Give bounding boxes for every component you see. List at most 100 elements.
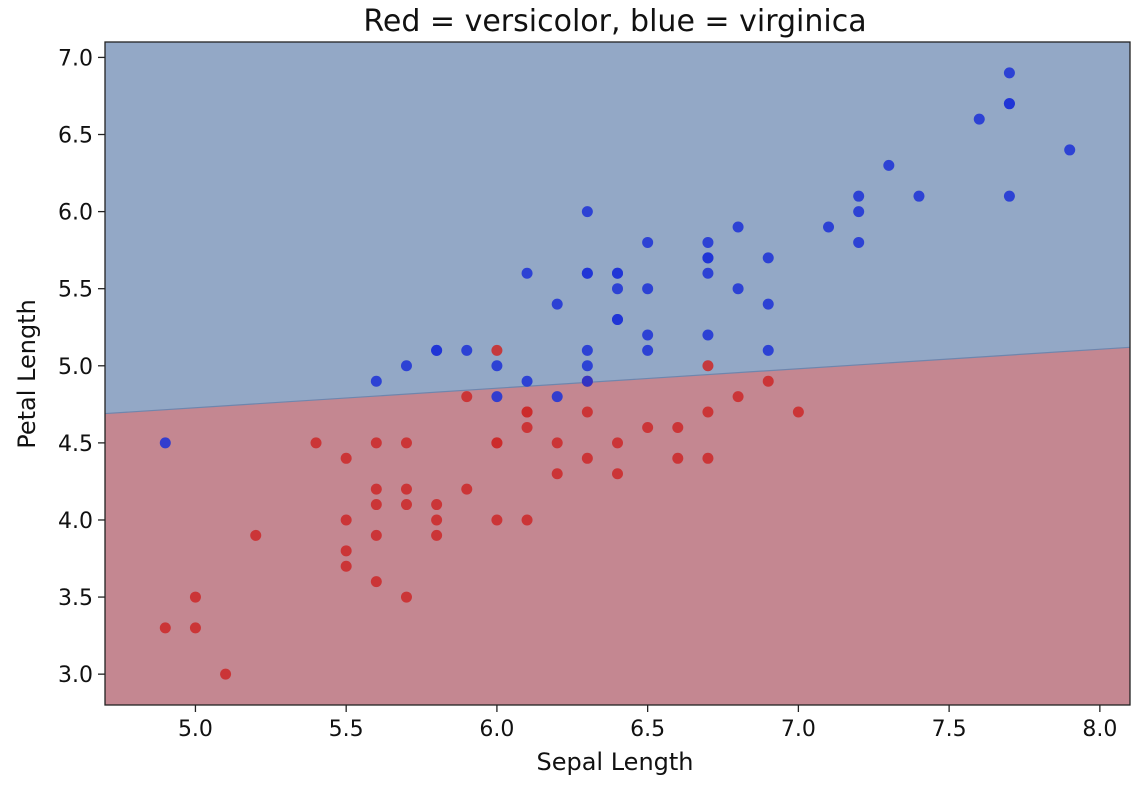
virginica-point (762, 252, 774, 264)
decision-boundary-line (104, 346, 1131, 415)
virginica-point (581, 206, 593, 218)
versicolor-point (581, 452, 593, 464)
versicolor-point (370, 437, 382, 449)
versicolor-point (189, 622, 201, 634)
virginica-point (400, 360, 412, 372)
chart-title: Red = versicolor, blue = virginica (363, 4, 866, 39)
versicolor-point (310, 437, 322, 449)
virginica-point (642, 329, 654, 341)
versicolor-point (431, 514, 443, 526)
y-tick-label: 3.5 (58, 586, 93, 611)
versicolor-point (702, 360, 714, 372)
versicolor-point (551, 437, 563, 449)
virginica-point (853, 236, 865, 248)
versicolor-point (461, 483, 473, 495)
virginica-point (642, 344, 654, 356)
y-tick-label: 5.0 (58, 355, 93, 380)
versicolor-point (732, 391, 744, 403)
versicolor-point (551, 468, 563, 480)
versicolor-series (159, 344, 804, 680)
versicolor-point (400, 483, 412, 495)
virginica-point (973, 113, 985, 125)
versicolor-point (220, 668, 232, 680)
y-tick-label: 6.0 (58, 201, 93, 226)
versicolor-point (340, 452, 352, 464)
x-tick-label: 6.5 (630, 717, 665, 742)
versicolor-point (461, 391, 473, 403)
versicolor-point (792, 406, 804, 418)
versicolor-point (400, 437, 412, 449)
virginica-point (370, 375, 382, 387)
versicolor-point (431, 529, 443, 541)
x-tick-label: 8.0 (1082, 717, 1117, 742)
versicolor-point (189, 591, 201, 603)
virginica-point (581, 360, 593, 372)
virginica-region (105, 42, 1130, 414)
versicolor-point (491, 344, 503, 356)
versicolor-point (702, 452, 714, 464)
versicolor-point (521, 406, 533, 418)
y-axis-label: Petal Length (13, 299, 41, 449)
virginica-point (1003, 190, 1015, 202)
versicolor-point (400, 499, 412, 511)
plot-area: 5.0 5.5 6.0 6.5 7.0 7.5 8.0 3.0 3.5 4.0 4.5 5.0 5.5 6… (58, 41, 1131, 742)
y-tick-label: 3.0 (58, 663, 93, 688)
virginica-point (823, 221, 835, 233)
virginica-point (431, 344, 443, 356)
virginica-point (732, 283, 744, 295)
virginica-point (913, 190, 925, 202)
virginica-point (461, 344, 473, 356)
x-tick-label: 7.0 (781, 717, 816, 742)
versicolor-point (672, 421, 684, 433)
virginica-point (853, 190, 865, 202)
virginica-point (642, 236, 654, 248)
virginica-point (853, 206, 865, 218)
versicolor-point (612, 468, 623, 480)
y-tick-label: 4.5 (58, 432, 93, 457)
virginica-series (159, 67, 1076, 449)
versicolor-point (672, 452, 684, 464)
versicolor-point (159, 622, 171, 634)
x-axis-label: Sepal Length (536, 748, 693, 776)
versicolor-point (370, 483, 382, 495)
virginica-point (491, 360, 503, 372)
versicolor-point (521, 514, 533, 526)
virginica-point (521, 267, 533, 279)
virginica-point (762, 298, 774, 310)
virginica-point (702, 267, 714, 279)
versicolor-point (340, 560, 352, 572)
versicolor-point (642, 421, 654, 433)
versicolor-point (491, 514, 503, 526)
versicolor-region (105, 347, 1130, 705)
virginica-point (612, 267, 623, 279)
versicolor-point (370, 499, 382, 511)
virginica-point (883, 159, 895, 171)
versicolor-point (370, 529, 382, 541)
virginica-point (581, 267, 593, 279)
versicolor-point (581, 406, 593, 418)
virginica-point (159, 437, 171, 449)
x-tick-label: 5.5 (329, 717, 364, 742)
versicolor-point (340, 545, 352, 557)
virginica-point (551, 298, 563, 310)
virginica-point (612, 283, 623, 295)
x-tick-label: 6.0 (479, 717, 514, 742)
versicolor-point (702, 406, 714, 418)
x-tick-label: 7.5 (932, 717, 967, 742)
virginica-point (551, 391, 563, 403)
y-tick-label: 5.5 (58, 278, 93, 303)
virginica-point (1003, 67, 1015, 79)
virginica-point (581, 375, 593, 387)
y-tick-label: 6.5 (58, 124, 93, 149)
plot-frame (104, 41, 1131, 706)
virginica-point (1003, 98, 1015, 110)
y-tick-label: 4.0 (58, 509, 93, 534)
virginica-point (612, 314, 623, 326)
versicolor-point (612, 437, 623, 449)
versicolor-point (431, 499, 443, 511)
virginica-point (521, 375, 533, 387)
y-tick-label: 7.0 (58, 46, 93, 71)
virginica-point (702, 236, 714, 248)
virginica-point (702, 329, 714, 341)
